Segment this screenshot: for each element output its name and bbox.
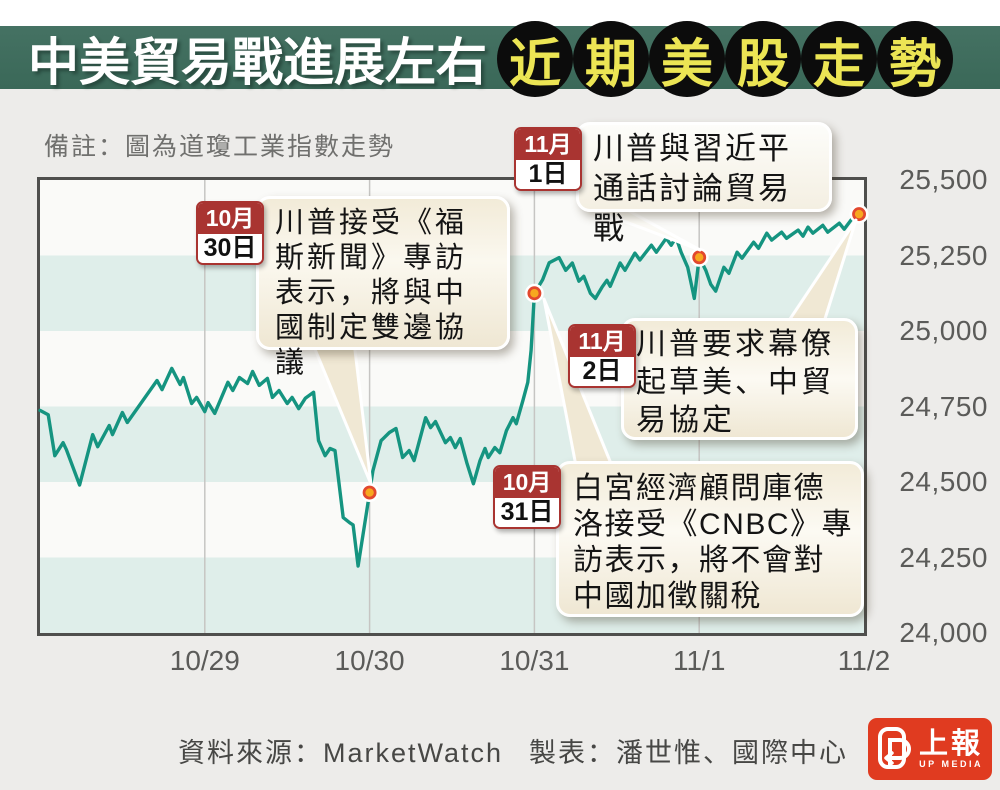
badge-day: 2日 xyxy=(570,357,634,386)
callout-11-1: 11月 1日 川普與習近平通話討論貿易戰 xyxy=(514,122,832,246)
date-badge-11-1: 11月 1日 xyxy=(514,127,582,191)
event-marker-dot xyxy=(854,209,864,219)
title-circles: 近期美股走勢 xyxy=(497,21,953,97)
badge-day: 1日 xyxy=(516,160,580,189)
title-circle: 股 xyxy=(725,21,801,97)
x-axis-label: 11/1 xyxy=(672,645,726,676)
footer: 資料來源：MarketWatch 製表：潘世惟、國際中心 xyxy=(178,731,848,770)
badge-month: 10月 xyxy=(495,467,559,498)
y-axis-label: 25,250 xyxy=(899,239,988,271)
callout-11-2: 11月 2日 川普要求幕僚起草美、中貿易協定 xyxy=(568,318,858,440)
badge-day: 30日 xyxy=(198,234,262,263)
callout-text: 白宮經濟顧問庫德洛接受《CNBC》專訪表示，將不會對中國加徵關稅 xyxy=(573,472,854,613)
y-axis-label: 24,750 xyxy=(899,390,988,422)
chart-note: 備註：圖為道瓊工業指數走勢 xyxy=(44,133,396,161)
title-circle: 勢 xyxy=(877,21,953,97)
logo-p-arrow-icon xyxy=(877,727,911,769)
page-title: 中美貿易戰進展左右 xyxy=(28,33,488,91)
footer-credit: 製表：潘世惟、國際中心 xyxy=(529,738,849,768)
event-marker-dot xyxy=(365,488,374,497)
event-marker-dot xyxy=(695,253,704,262)
y-axis-label: 25,500 xyxy=(899,164,988,195)
title-circle: 美 xyxy=(649,21,725,97)
callout-10-30: 10月 30日 川普接受《福斯新聞》專訪表示，將與中國制定雙邊協議 xyxy=(196,196,510,379)
y-axis-label: 24,000 xyxy=(899,617,988,648)
x-axis-label: 10/31 xyxy=(499,645,570,676)
logo-name-zh: 上報 xyxy=(918,727,983,760)
badge-month: 11月 xyxy=(516,129,580,160)
callout-10-31: 10月 31日 白宮經濟顧問庫德洛接受《CNBC》專訪表示，將不會對中國加徵關稅 xyxy=(493,461,864,617)
x-axis-label: 10/29 xyxy=(169,645,240,676)
title-circle: 走 xyxy=(801,21,877,97)
date-badge-10-31: 10月 31日 xyxy=(493,465,561,529)
y-axis-label: 24,500 xyxy=(899,466,988,497)
callout-text: 川普與習近平通話討論貿易戰 xyxy=(593,131,791,246)
badge-day: 31日 xyxy=(495,498,559,527)
title-circle: 近 xyxy=(497,21,573,97)
y-axis-label: 25,000 xyxy=(899,315,988,346)
callout-text: 川普接受《福斯新聞》專訪表示，將與中國制定雙邊協議 xyxy=(275,207,468,379)
upmedia-logo: 上報 UP MEDIA xyxy=(868,718,992,780)
title-circle: 期 xyxy=(573,21,649,97)
callout-text: 川普要求幕僚起草美、中貿易協定 xyxy=(636,328,834,437)
dow-price-line xyxy=(38,212,861,568)
y-axis-label: 24,250 xyxy=(899,541,988,573)
footer-source: 資料來源：MarketWatch xyxy=(178,738,504,768)
date-badge-10-30: 10月 30日 xyxy=(196,201,264,265)
x-axis-label: 11/2 xyxy=(837,645,891,676)
x-axis-label: 10/30 xyxy=(334,645,405,676)
date-badge-11-2: 11月 2日 xyxy=(568,324,636,388)
logo-name-en: UP MEDIA xyxy=(919,758,983,769)
badge-month: 10月 xyxy=(198,203,262,234)
badge-month: 11月 xyxy=(570,326,634,357)
event-marker-dot xyxy=(530,289,539,298)
header-banner: 中美貿易戰進展左右 近期美股走勢 xyxy=(0,21,1000,97)
